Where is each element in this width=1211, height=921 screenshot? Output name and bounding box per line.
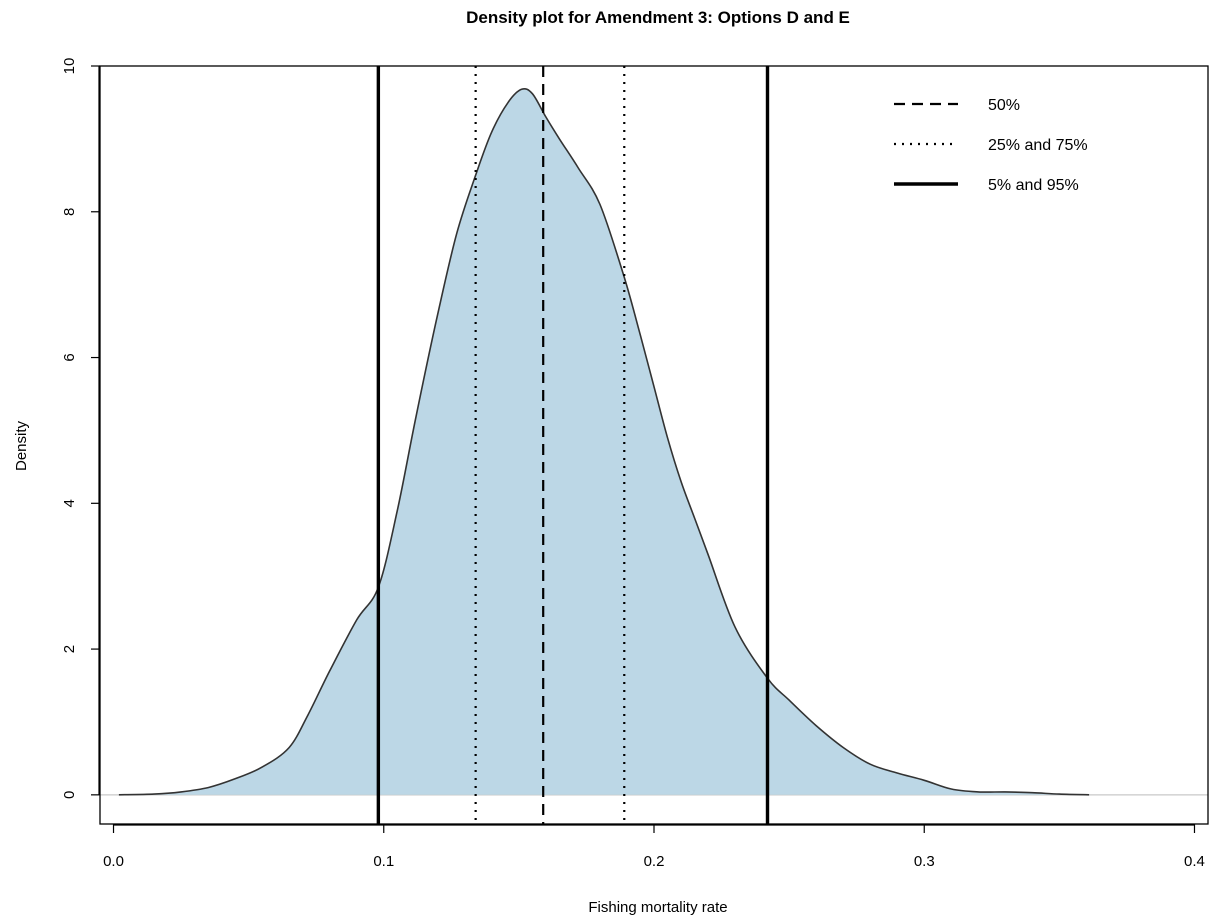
x-axis-label: Fishing mortality rate xyxy=(588,899,727,916)
x-tick-label: 0.2 xyxy=(644,853,665,870)
x-tick-label: 0.3 xyxy=(914,853,935,870)
x-tick-label: 0.0 xyxy=(103,853,124,870)
y-tick-label: 10 xyxy=(61,58,78,75)
y-tick-label: 6 xyxy=(61,353,78,361)
y-tick-label: 8 xyxy=(61,208,78,216)
density-curve xyxy=(118,87,1090,796)
y-axis-label: Density xyxy=(13,420,30,471)
y-tick-label: 4 xyxy=(61,499,78,507)
legend: 50% 25% and 75% 5% and 95% xyxy=(894,97,1088,194)
legend-label: 50% xyxy=(988,97,1020,114)
y-tick-label: 2 xyxy=(61,645,78,653)
y-axis: 0 2 4 6 8 10 xyxy=(61,58,100,799)
legend-label: 25% and 75% xyxy=(988,137,1088,154)
x-tick-label: 0.1 xyxy=(373,853,394,870)
chart-title: Density plot for Amendment 3: Options D … xyxy=(466,8,850,27)
legend-label: 5% and 95% xyxy=(988,177,1079,194)
plot-area xyxy=(100,66,1208,824)
x-axis: 0.0 0.1 0.2 0.3 0.4 xyxy=(103,824,1205,870)
x-tick-label: 0.4 xyxy=(1184,853,1205,870)
density-area xyxy=(118,88,1090,795)
y-tick-label: 0 xyxy=(61,791,78,799)
